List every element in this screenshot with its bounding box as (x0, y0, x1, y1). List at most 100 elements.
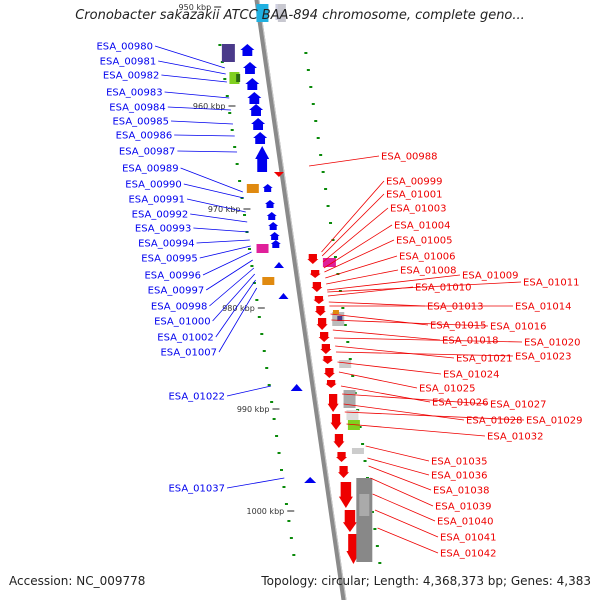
gene-label-forward: ESA_00986 (116, 131, 173, 142)
forward-gene-arrow (265, 200, 275, 204)
leader-line (374, 509, 439, 538)
other-feature (359, 494, 370, 516)
reverse-gene-arrow (333, 441, 345, 448)
gene-label-forward: ESA_01007 (160, 348, 217, 359)
gene-label-reverse: ESA_01011 (523, 278, 580, 289)
other-feature (262, 277, 275, 285)
gene-label-forward: ESA_00990 (125, 180, 182, 191)
forward-gene (272, 242, 280, 248)
leader-line (323, 224, 393, 269)
reverse-gene-arrow (322, 359, 334, 364)
other-feature (351, 448, 364, 454)
gene-label-forward: ESA_01037 (168, 484, 225, 495)
gene-label-reverse: ESA_01010 (415, 283, 472, 294)
ruler-dot (306, 69, 310, 71)
gene-label-forward: ESA_01000 (154, 317, 211, 328)
reverse-gene-arrow (325, 383, 337, 388)
forward-gene (264, 186, 272, 192)
ruler-dot (316, 137, 320, 139)
ruler-dot (311, 103, 315, 105)
leader-line (170, 120, 233, 125)
gene-label-reverse: ESA_01029 (526, 416, 583, 427)
ruler-dot (250, 265, 254, 267)
reverse-gene (348, 534, 359, 552)
leader-line (321, 180, 385, 253)
ruler-dot (378, 562, 382, 564)
leader-line (218, 287, 258, 353)
other-feature (337, 316, 343, 321)
ruler-dot (324, 188, 328, 190)
other-feature (256, 4, 269, 22)
ruler-dot (243, 214, 247, 216)
reverse-gene-arrow (338, 496, 353, 508)
forward-gene-arrow (242, 62, 257, 68)
ruler-dot (235, 163, 239, 165)
ruler-dot (370, 511, 374, 513)
ruler-dot (255, 299, 259, 301)
leader-line (199, 245, 251, 259)
other-feature (221, 44, 235, 62)
ruler-dot (277, 452, 281, 454)
gene-label-forward: ESA_01022 (168, 392, 225, 403)
gene-label-forward: ESA_00996 (144, 271, 201, 282)
forward-gene-arrow (255, 146, 270, 159)
forward-gene (290, 384, 303, 391)
reverse-gene-arrow (327, 403, 339, 412)
kbp-tick-label: 990 kbp (237, 405, 270, 414)
leader-line (337, 361, 442, 375)
ruler-dot (228, 112, 232, 114)
kbp-tick-label: 980 kbp (222, 304, 255, 313)
forward-gene (273, 262, 284, 268)
leader-line (331, 319, 489, 327)
reverse-gene (308, 254, 317, 260)
forward-gene (269, 224, 277, 230)
leader-line (158, 60, 226, 75)
forward-gene-arrow (247, 92, 262, 98)
reverse-gene (344, 510, 356, 524)
ruler-dot (272, 418, 276, 420)
ruler-dot (289, 537, 293, 539)
leader-line (335, 345, 455, 359)
reverse-gene (312, 282, 322, 288)
reverse-gene (323, 356, 332, 361)
gene-label-forward: ESA_01002 (157, 333, 214, 344)
leader-line (177, 150, 238, 153)
ruler-dot (252, 282, 256, 284)
gene-label-reverse: ESA_01020 (524, 338, 581, 349)
gene-label-reverse: ESA_01004 (394, 221, 451, 232)
reverse-gene-arrow (323, 373, 335, 378)
reverse-gene-arrow (342, 522, 357, 532)
gene-labels: ESA_00980 ESA_00981 ESA_00982 ESA_00983 ESA_… (96, 42, 582, 560)
leader-line (321, 193, 385, 257)
gene-label-forward: ESA_00994 (138, 239, 195, 250)
ruler-dot (346, 341, 350, 343)
other-feature (346, 410, 359, 420)
ruler-dot (287, 520, 291, 522)
reverse-gene (311, 270, 320, 275)
other-feature (356, 478, 373, 562)
label-leader-lines (154, 45, 525, 554)
leader-line (324, 239, 395, 273)
gene-label-reverse: ESA_01036 (431, 471, 488, 482)
ruler-dot (247, 248, 251, 250)
kbp-tick-label: 960 kbp (193, 102, 226, 111)
gene-label-forward: ESA_00998 (151, 302, 208, 313)
forward-gene (266, 202, 274, 208)
leader-line (344, 411, 525, 421)
leader-line (334, 337, 523, 343)
forward-gene (278, 293, 289, 299)
gene-label-reverse: ESA_01032 (487, 432, 544, 443)
gene-label-forward: ESA_00985 (112, 117, 169, 128)
gene-label-forward: ESA_00984 (109, 103, 166, 114)
gene-label-reverse: ESA_01035 (431, 457, 488, 468)
gene-label-forward: ESA_00980 (96, 42, 153, 53)
reverse-gene (316, 306, 325, 312)
ruler-dot (319, 154, 323, 156)
leader-line (209, 267, 255, 307)
reverse-gene (339, 466, 348, 474)
gene-label-forward: ESA_00983 (106, 88, 163, 99)
ruler-dot (358, 426, 362, 428)
ruler-dot (309, 86, 313, 88)
leader-line (327, 274, 461, 291)
leader-line (322, 207, 389, 263)
